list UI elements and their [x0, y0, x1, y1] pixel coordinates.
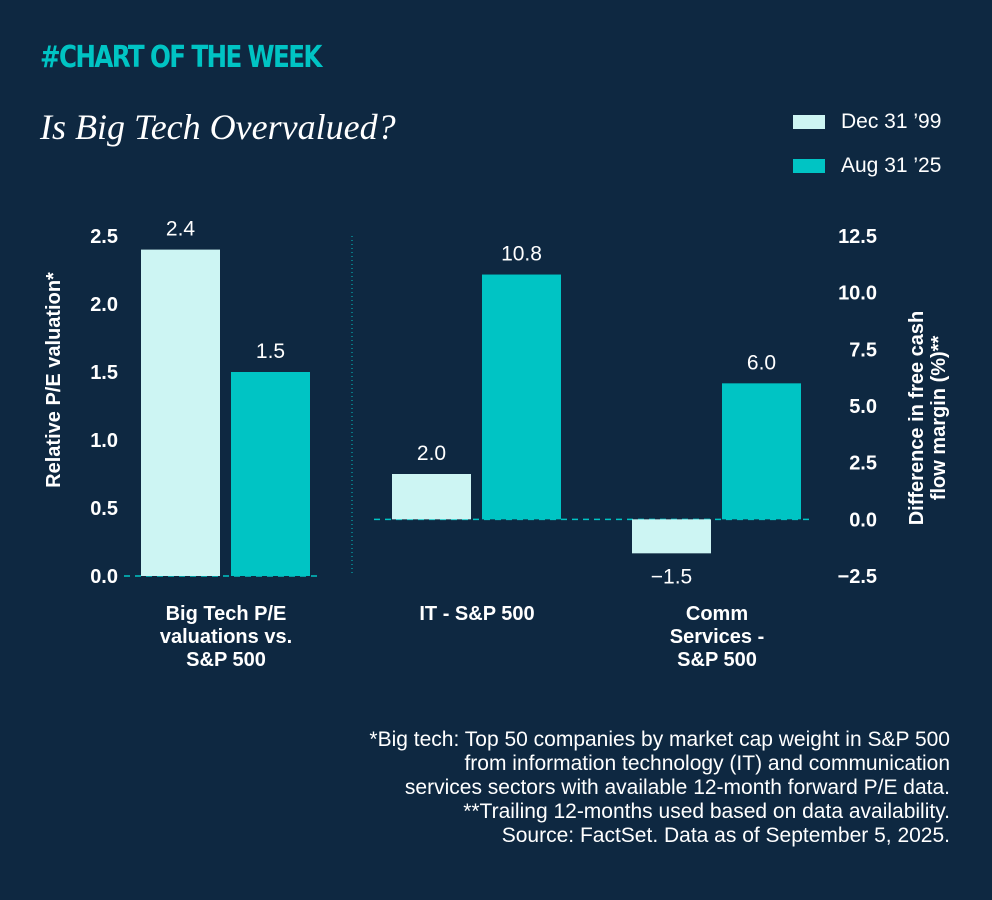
bar-value-labels: 2.4 1.5 2.0 10.8 −1.5 6.0	[166, 218, 776, 589]
right-axis-title-line-1: Difference in free cash	[906, 311, 928, 526]
bar	[231, 372, 310, 576]
bar-chart: Relative P/E valuation* Difference in fr…	[43, 218, 950, 671]
right-tick-label: 7.5	[849, 339, 877, 361]
category-label: S&P 500	[677, 649, 757, 671]
bar	[722, 383, 801, 520]
left-axis-ticks: 0.0 0.5 1.0 1.5 2.0 2.5	[90, 226, 118, 588]
bar-value-label: 1.5	[256, 340, 285, 363]
bar-value-label: −1.5	[651, 565, 692, 588]
footnote-line: Source: FactSet. Data as of September 5,…	[501, 824, 950, 847]
bar	[392, 474, 471, 520]
bar-value-label: 6.0	[747, 351, 776, 374]
bar	[141, 249, 220, 576]
legend-item-1999: Dec 31 ’99	[793, 100, 941, 144]
footnote-line: from information technology (IT) and com…	[464, 752, 950, 775]
footnote-line: **Trailing 12-months used based on data …	[463, 800, 950, 823]
category-label: valuations vs.	[160, 626, 292, 648]
left-axis-title: Relative P/E valuation*	[43, 272, 65, 488]
legend-label-1999: Dec 31 ’99	[841, 110, 942, 133]
category-label: Services -	[670, 626, 765, 648]
left-tick-label: 0.0	[90, 566, 118, 588]
left-tick-label: 2.5	[90, 226, 118, 248]
right-tick-label: −2.5	[838, 566, 877, 588]
bar-value-label: 2.4	[166, 218, 196, 241]
chart-kicker: #CHART OF THE WEEK	[40, 40, 322, 75]
category-label: Comm	[686, 603, 748, 625]
right-tick-label: 2.5	[849, 453, 877, 475]
left-tick-label: 1.5	[90, 362, 118, 384]
bar	[482, 274, 561, 520]
bar-value-label: 2.0	[417, 442, 446, 465]
right-axis-ticks: −2.5 0.0 2.5 5.0 7.5 10.0 12.5	[838, 226, 877, 588]
legend-label-2025: Aug 31 ’25	[841, 154, 942, 177]
category-label: S&P 500	[186, 649, 266, 671]
left-tick-label: 2.0	[90, 294, 118, 316]
legend-item-2025: Aug 31 ’25	[793, 144, 941, 188]
legend: Dec 31 ’99 Aug 31 ’25	[793, 100, 941, 188]
right-tick-label: 0.0	[849, 509, 877, 531]
footnote-line: services sectors with available 12-month…	[404, 776, 950, 799]
right-tick-label: 5.0	[849, 396, 877, 418]
bars	[141, 249, 801, 576]
left-tick-label: 0.5	[90, 498, 118, 520]
legend-swatch-2025	[793, 159, 825, 173]
category-label: IT - S&P 500	[419, 603, 534, 625]
right-axis-title-line-2: flow margin (%)**	[928, 336, 950, 501]
category-label: Big Tech P/E	[166, 603, 287, 625]
legend-swatch-1999	[793, 115, 825, 129]
bar-value-label: 10.8	[501, 243, 542, 266]
left-tick-label: 1.0	[90, 430, 118, 452]
chart-title: Is Big Tech Overvalued?	[40, 107, 396, 147]
footnote: *Big tech: Top 50 companies by market ca…	[190, 728, 950, 848]
right-tick-label: 12.5	[838, 226, 877, 248]
bar	[632, 519, 711, 554]
right-tick-label: 10.0	[838, 283, 877, 305]
footnote-line: *Big tech: Top 50 companies by market ca…	[369, 728, 950, 751]
